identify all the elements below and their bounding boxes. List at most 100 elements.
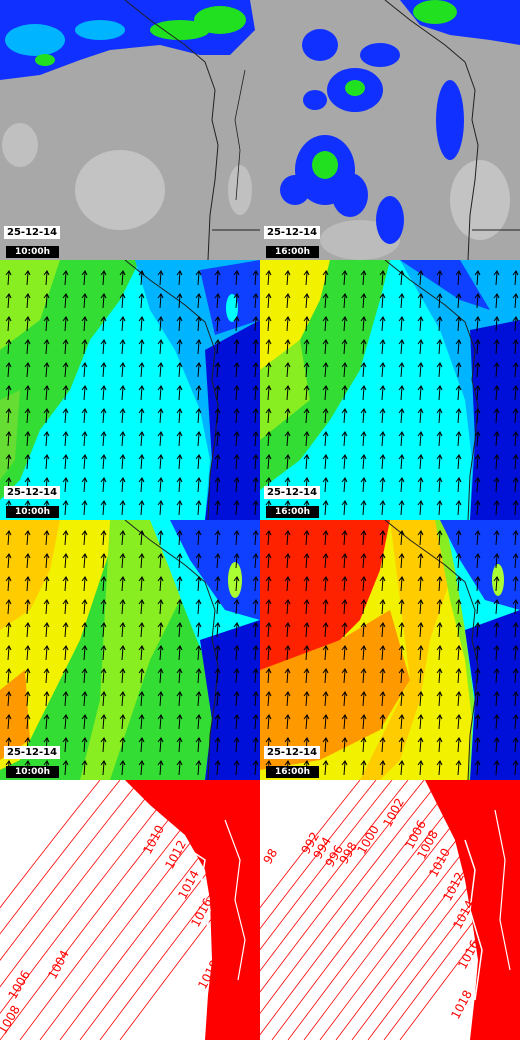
wind-arrow-icon (138, 431, 145, 447)
wind-arrow-icon (233, 553, 240, 569)
wind-arrow-icon (303, 270, 310, 286)
wind-arrow-icon (43, 576, 50, 592)
wind-arrow-icon (360, 714, 367, 730)
wind-arrow-icon (119, 339, 126, 355)
wind-arrow-icon (417, 316, 424, 332)
wind-map (0, 260, 260, 520)
wind-arrow-icon (474, 408, 481, 424)
wind-arrow-icon (214, 408, 221, 424)
wind-arrow-icon (455, 454, 462, 470)
wind-arrow-icon (195, 500, 202, 516)
wind-arrow-icon (43, 668, 50, 684)
isobar-line (260, 780, 409, 972)
wind-arrow-icon (157, 737, 164, 753)
precip-map (260, 0, 520, 260)
wind-arrow-icon (436, 645, 443, 661)
wind-arrow-icon (455, 760, 462, 776)
wind-arrow-icon (100, 454, 107, 470)
wind-arrow-icon (157, 339, 164, 355)
wind-arrow-icon (474, 362, 481, 378)
wind-arrow-icon (360, 737, 367, 753)
wind-arrow-icon (322, 477, 329, 493)
wind-arrow-icon (233, 270, 240, 286)
wind-arrow-icon (417, 737, 424, 753)
wind-arrow-icon (233, 408, 240, 424)
wind-arrows (5, 270, 259, 516)
wind-arrow-icon (252, 408, 259, 424)
wind-arrow-icon (341, 385, 348, 401)
wind-arrow-icon (252, 339, 259, 355)
wind-arrow-icon (62, 691, 69, 707)
wind-arrow-icon (265, 270, 272, 286)
wind-arrow-icon (284, 645, 291, 661)
wind-arrow-icon (214, 668, 221, 684)
wind-arrow-icon (195, 293, 202, 309)
wind-arrow-icon (24, 599, 31, 615)
wind-arrow-icon (214, 293, 221, 309)
wind-arrow-icon (119, 645, 126, 661)
wind-arrow-icon (265, 339, 272, 355)
wind-arrow-icon (252, 737, 259, 753)
wind-arrow-icon (455, 668, 462, 684)
wind-arrow-icon (138, 714, 145, 730)
wind-arrow-icon (493, 530, 500, 546)
wind-arrow-icon (303, 454, 310, 470)
wind-arrow-icon (5, 691, 12, 707)
wind-arrow-icon (176, 362, 183, 378)
wind-arrow-icon (24, 553, 31, 569)
wind-arrow-icon (214, 362, 221, 378)
pressure-panel-16h: 98 992 994 996 998 1000 1002 1006 1008 1… (260, 780, 520, 1040)
wind-arrow-icon (176, 760, 183, 776)
wind-arrow-icon (176, 599, 183, 615)
wind-arrow-icon (252, 500, 259, 516)
wind-arrow-icon (512, 362, 519, 378)
wind-panel-b-10h: 25-12-14 10:00h (0, 520, 260, 780)
wind-arrow-icon (119, 714, 126, 730)
wind-arrow-icon (62, 622, 69, 638)
wind-arrow-icon (138, 622, 145, 638)
wind-arrow-icon (233, 385, 240, 401)
wind-arrow-icon (379, 714, 386, 730)
wind-arrow-icon (379, 760, 386, 776)
wind-arrow-icon (398, 691, 405, 707)
wind-arrow-icon (176, 293, 183, 309)
date-label: 25-12-14 (4, 226, 61, 239)
wind-arrow-icon (341, 316, 348, 332)
wind-arrow-icon (360, 760, 367, 776)
wind-arrow-icon (398, 408, 405, 424)
isobar-line (0, 780, 121, 935)
precip-panel-16h: 25-12-14 16:00h (260, 0, 520, 260)
wind-arrow-icon (436, 339, 443, 355)
wind-arrow-icon (81, 431, 88, 447)
wind-arrow-icon (81, 339, 88, 355)
wind-arrow-icon (62, 553, 69, 569)
wind-arrow-icon (303, 316, 310, 332)
wind-arrow-icon (341, 293, 348, 309)
wind-arrow-icon (417, 622, 424, 638)
wind-arrow-icon (455, 293, 462, 309)
wind-arrow-icon (398, 270, 405, 286)
wind-arrow-icon (252, 622, 259, 638)
wind-arrow-icon (493, 270, 500, 286)
wind-arrow-icon (5, 339, 12, 355)
wind-arrow-icon (43, 553, 50, 569)
wind-arrow-icon (455, 408, 462, 424)
wind-arrow-icon (322, 714, 329, 730)
wind-arrow-icon (24, 454, 31, 470)
wind-arrow-icon (512, 477, 519, 493)
wind-arrow-icon (360, 362, 367, 378)
wind-arrows (265, 530, 519, 776)
wind-arrow-icon (157, 477, 164, 493)
wind-arrow-icon (43, 645, 50, 661)
wind-arrow-icon (62, 530, 69, 546)
wind-arrow-icon (341, 622, 348, 638)
wind-arrow-icon (252, 599, 259, 615)
wind-arrow-icon (417, 408, 424, 424)
date-label: 25-12-14 (264, 486, 321, 499)
wind-arrow-icon (214, 431, 221, 447)
wind-arrow-icon (322, 316, 329, 332)
wind-arrow-icon (436, 530, 443, 546)
wind-arrow-icon (398, 714, 405, 730)
wind-arrow-icon (284, 431, 291, 447)
wind-arrow-icon (512, 599, 519, 615)
